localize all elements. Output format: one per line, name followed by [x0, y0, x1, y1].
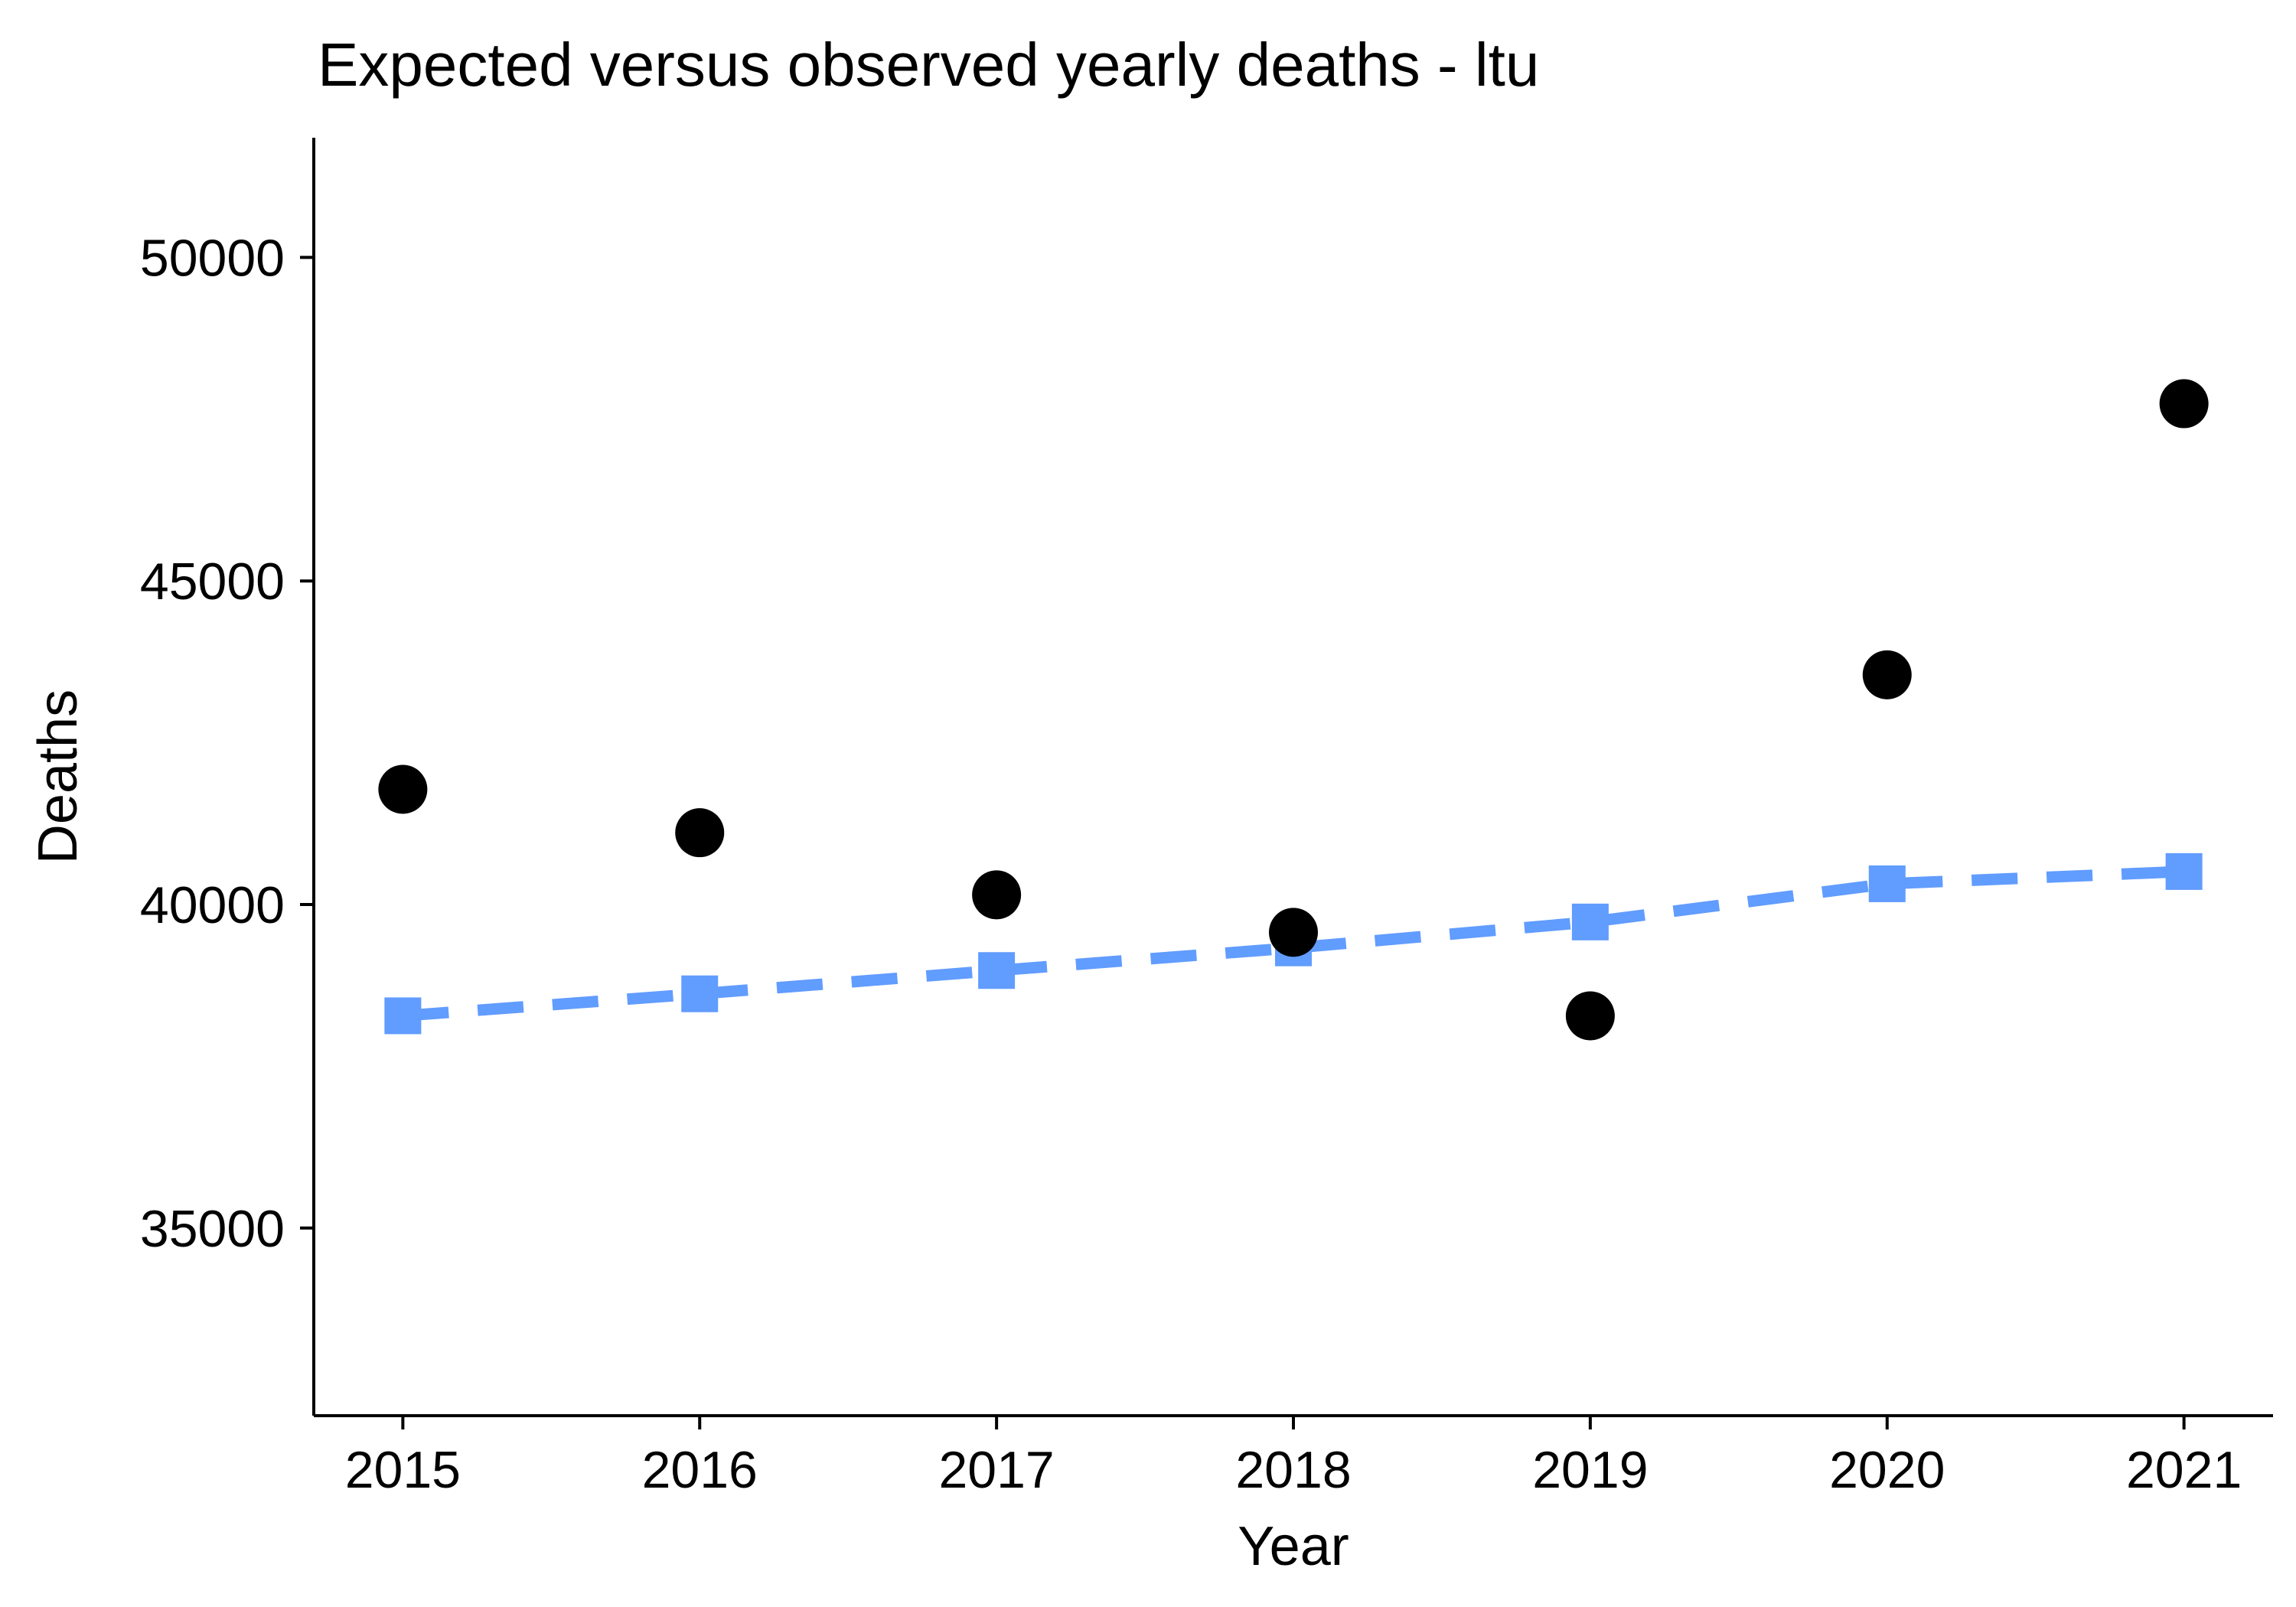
x-axis-ticks: 2015 2016 2017 2018 2019 2020 2021 [345, 1416, 2242, 1499]
y-tick-label: 35000 [140, 1200, 285, 1258]
y-tick-label: 45000 [140, 553, 285, 611]
x-tick-label: 2021 [2126, 1441, 2242, 1499]
observed-point [1862, 650, 1912, 699]
observed-point [2159, 379, 2209, 429]
expected-point [1571, 903, 1609, 940]
observed-point [1565, 991, 1615, 1041]
expected-point [681, 975, 719, 1012]
expected-point [978, 952, 1016, 989]
y-tick-label: 40000 [140, 876, 285, 934]
y-axis-ticks: 35000 40000 45000 50000 [140, 229, 314, 1258]
observed-point [378, 764, 428, 814]
observed-point [675, 808, 725, 858]
expected-point [384, 997, 422, 1035]
x-tick-label: 2016 [642, 1441, 758, 1499]
expected-point [2165, 852, 2203, 890]
y-tick-label: 50000 [140, 229, 285, 287]
x-tick-label: 2019 [1532, 1441, 1648, 1499]
observed-point [1269, 908, 1318, 957]
y-axis-label: Deaths [28, 689, 89, 864]
x-tick-label: 2017 [938, 1441, 1054, 1499]
observed-point [972, 870, 1022, 920]
x-tick-label: 2015 [345, 1441, 461, 1499]
x-tick-label: 2018 [1235, 1441, 1351, 1499]
x-tick-label: 2020 [1829, 1441, 1945, 1499]
expected-point [1868, 865, 1906, 902]
chart-title: Expected versus observed yearly deaths -… [318, 31, 1539, 99]
observed-series [378, 379, 2209, 1041]
x-axis-label: Year [1238, 1516, 1349, 1577]
